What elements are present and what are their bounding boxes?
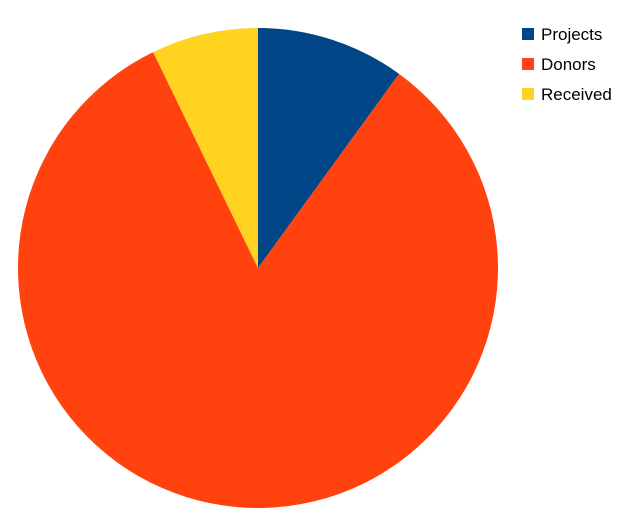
pie-slice-projects: [258, 28, 400, 268]
legend-item-projects: Projects: [522, 19, 612, 49]
legend-label-donors: Donors: [541, 54, 596, 74]
legend-label-projects: Projects: [541, 24, 603, 44]
legend-swatch-received: [522, 88, 534, 100]
legend-item-donors: Donors: [522, 49, 612, 79]
legend-item-received: Received: [522, 79, 612, 109]
legend-swatch-donors: [522, 58, 534, 70]
legend-label-received: Received: [541, 84, 612, 104]
legend-swatch-projects: [522, 28, 534, 40]
pie-slice-donors: [17, 52, 498, 508]
pie-slice-received: [153, 28, 258, 268]
legend: Projects Donors Received: [522, 19, 612, 109]
